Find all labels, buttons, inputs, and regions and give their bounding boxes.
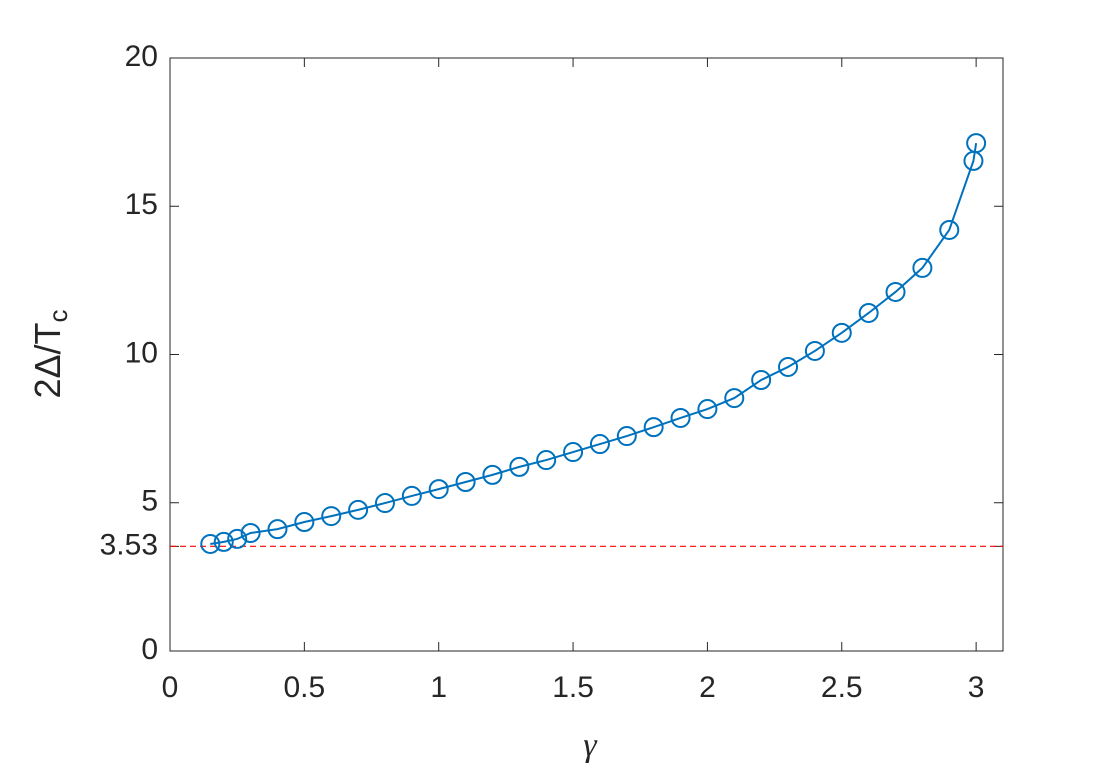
- data-point: [428, 479, 449, 500]
- data-point: [482, 464, 503, 485]
- x-tick-label: 0.5: [283, 671, 325, 704]
- x-tick-label: 2: [699, 671, 716, 704]
- y-axis-label-main: 2Δ/T: [27, 322, 68, 398]
- data-point: [563, 442, 584, 463]
- data-point: [294, 512, 315, 533]
- data-point: [643, 417, 664, 438]
- data-point: [831, 322, 852, 343]
- data-point: [227, 528, 248, 549]
- x-tick-label: 0: [162, 671, 179, 704]
- data-point: [616, 426, 637, 447]
- x-tick-label: 3: [968, 671, 985, 704]
- y-tick-label: 5: [141, 485, 158, 518]
- series-line: [210, 142, 978, 545]
- x-tick-label: 1.5: [552, 671, 594, 704]
- x-tick-label: 2.5: [821, 671, 863, 704]
- data-point: [200, 533, 221, 554]
- data-point: [912, 257, 933, 278]
- data-point: [724, 388, 745, 409]
- data-point: [778, 356, 799, 377]
- y-axis-label: 2Δ/Tc: [27, 309, 73, 398]
- data-point: [455, 471, 476, 492]
- data-point: [885, 281, 906, 302]
- data-point: [213, 531, 234, 552]
- data-point: [348, 499, 369, 520]
- data-point: [697, 399, 718, 420]
- y-tick-label: 3.53: [100, 528, 158, 561]
- data-point: [804, 340, 825, 361]
- data-point: [939, 219, 960, 240]
- data-point: [509, 456, 530, 477]
- y-tick-label: 0: [141, 633, 158, 666]
- y-axis-label-sub: c: [43, 309, 73, 322]
- data-point: [536, 450, 557, 471]
- x-axis-label: γ: [583, 727, 598, 764]
- y-tick-label: 20: [125, 40, 158, 73]
- data-point: [240, 522, 261, 543]
- data-point: [751, 369, 772, 390]
- y-tick-label: 10: [125, 336, 158, 369]
- x-tick-label: 1: [430, 671, 447, 704]
- data-point: [858, 302, 879, 323]
- data-point: [966, 133, 987, 154]
- data-point: [374, 493, 395, 514]
- data-point: [321, 506, 342, 527]
- data-point: [670, 407, 691, 428]
- data-point: [401, 485, 422, 506]
- data-point: [589, 434, 610, 455]
- data-point: [267, 519, 288, 540]
- y-tick-label: 15: [125, 188, 158, 221]
- plot-area: [169, 57, 1004, 652]
